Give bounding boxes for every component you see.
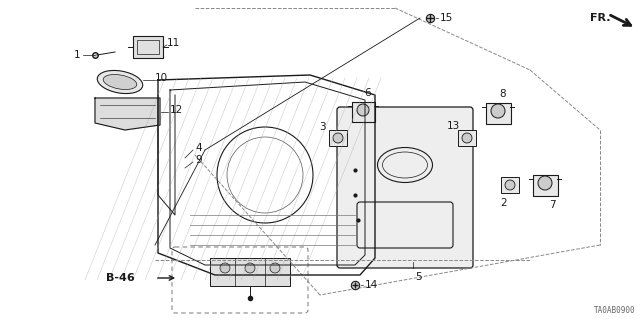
- Circle shape: [220, 263, 230, 273]
- Text: 15: 15: [440, 13, 453, 23]
- Bar: [210, 258, 290, 286]
- Circle shape: [491, 104, 505, 118]
- Bar: [352, 102, 375, 122]
- Bar: [533, 175, 558, 196]
- Text: 7: 7: [548, 200, 556, 210]
- Bar: [137, 40, 159, 54]
- Text: 3: 3: [319, 122, 326, 132]
- Bar: [458, 130, 476, 146]
- Text: 13: 13: [447, 121, 460, 131]
- Text: FR.: FR.: [590, 13, 611, 23]
- Text: 5: 5: [415, 272, 422, 282]
- Circle shape: [270, 263, 280, 273]
- Text: 14: 14: [365, 280, 378, 290]
- Bar: [501, 177, 519, 193]
- Text: 1: 1: [74, 50, 80, 60]
- Text: 11: 11: [167, 38, 180, 48]
- Text: 2: 2: [500, 198, 508, 208]
- Circle shape: [462, 133, 472, 143]
- FancyBboxPatch shape: [337, 107, 473, 268]
- Bar: [486, 103, 511, 124]
- Circle shape: [538, 176, 552, 190]
- Text: 10: 10: [155, 73, 168, 83]
- Circle shape: [505, 180, 515, 190]
- Text: 9: 9: [195, 155, 202, 165]
- Text: 6: 6: [365, 88, 371, 98]
- Text: B-46: B-46: [106, 273, 135, 283]
- Circle shape: [245, 263, 255, 273]
- Ellipse shape: [103, 75, 137, 90]
- Circle shape: [333, 133, 343, 143]
- Text: TA0AB0900: TA0AB0900: [593, 306, 635, 315]
- Bar: [329, 130, 347, 146]
- Polygon shape: [95, 98, 160, 130]
- Text: 8: 8: [500, 89, 506, 99]
- Text: 12: 12: [170, 105, 183, 115]
- Circle shape: [357, 104, 369, 116]
- Bar: [133, 36, 163, 58]
- Ellipse shape: [97, 70, 143, 93]
- Text: 4: 4: [195, 143, 202, 153]
